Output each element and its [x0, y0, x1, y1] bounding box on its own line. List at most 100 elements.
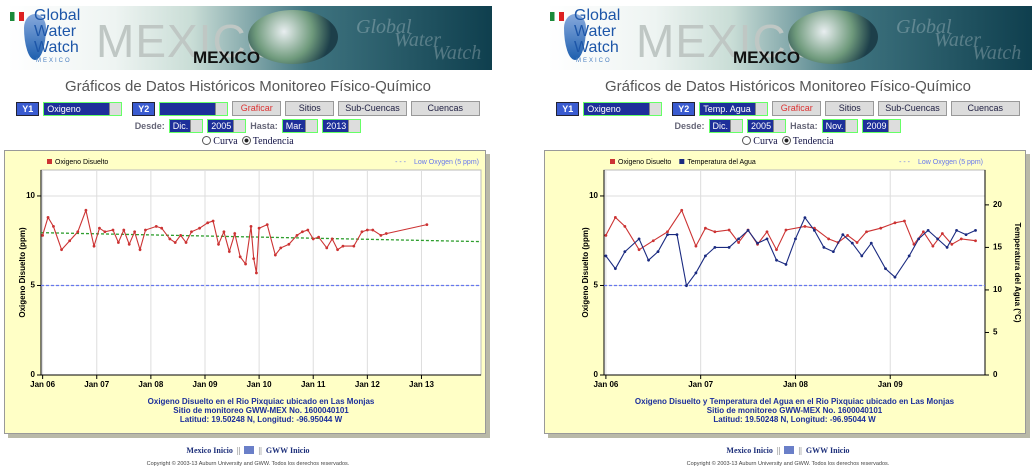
point	[331, 238, 334, 241]
point	[317, 236, 320, 239]
button[interactable]: Sub-Cuencas	[338, 101, 407, 116]
link[interactable]: Mexico Inicio	[726, 446, 772, 455]
legend-label: Oxigeno Disuelto	[55, 159, 108, 166]
button[interactable]: Graficar	[772, 101, 821, 116]
point	[927, 229, 930, 232]
radio-dot	[742, 136, 751, 145]
point	[279, 246, 282, 249]
caption: Latitud: 19.50248 N, Longitud: -96.95044…	[713, 415, 876, 424]
link[interactable]: GWW Inicio	[806, 446, 850, 455]
point	[865, 230, 868, 233]
point	[832, 250, 835, 253]
button[interactable]: Cuencas	[951, 101, 1020, 116]
month-select[interactable]: Mar.	[282, 119, 319, 133]
point	[666, 233, 669, 236]
point	[903, 220, 906, 223]
chart: 0510Jan 06Jan 07Jan 08Jan 09Jan 10Jan 11…	[4, 150, 492, 442]
link[interactable]: Mexico Inicio	[186, 446, 232, 455]
point	[846, 234, 849, 237]
point	[804, 216, 807, 219]
point	[103, 230, 106, 233]
button[interactable]: Cuencas	[411, 101, 480, 116]
legend-swatch	[47, 159, 52, 164]
hasta-label: Hasta:	[250, 121, 278, 131]
button[interactable]: Sitios	[285, 101, 334, 116]
caption: Latitud: 19.50248 N, Longitud: -96.95044…	[180, 415, 343, 424]
point	[680, 209, 683, 212]
x-tick-label: Jan 10	[247, 380, 272, 389]
button[interactable]: Sub-Cuencas	[878, 101, 947, 116]
point	[713, 246, 716, 249]
point	[614, 216, 617, 219]
point	[296, 234, 299, 237]
point	[822, 246, 825, 249]
caption: Oxigeno Disuelto y Temperatura del Agua …	[635, 397, 955, 406]
banner: GlobalWaterWatchMEXICOMEXICOMEXICOGlobal…	[548, 6, 1032, 70]
point	[352, 245, 355, 248]
month-select[interactable]: Dic.	[709, 119, 744, 133]
month-select[interactable]: Nov.	[822, 119, 859, 133]
point	[160, 227, 163, 230]
button[interactable]: Sitios	[825, 101, 874, 116]
radio-row: Curva Tendencia	[540, 136, 1036, 147]
point	[623, 225, 626, 228]
point	[955, 229, 958, 232]
point	[379, 234, 382, 237]
year-select[interactable]: 2005	[747, 119, 786, 133]
link[interactable]: GWW Inicio	[266, 446, 310, 455]
point	[908, 255, 911, 258]
legend-dashes: - - -	[395, 159, 407, 166]
point	[747, 229, 750, 232]
radio[interactable]: Tendencia	[242, 136, 294, 147]
point	[785, 263, 788, 266]
point	[274, 254, 277, 257]
y1-select[interactable]: Oxigeno	[583, 102, 662, 116]
point	[623, 250, 626, 253]
y1-label: Y1	[556, 102, 579, 116]
point	[244, 263, 247, 266]
controls-row: Y1OxigenoY2GraficarSitiosSub-CuencasCuen…	[0, 101, 496, 116]
point	[371, 229, 374, 232]
radio[interactable]: Curva	[202, 136, 237, 147]
radio-label: Curva	[753, 136, 777, 147]
point	[47, 216, 50, 219]
copyright: Copyright © 2003-13 Auburn University an…	[540, 461, 1036, 467]
year-select[interactable]: 2005	[207, 119, 246, 133]
point	[827, 238, 830, 241]
point	[638, 248, 641, 251]
radio[interactable]: Curva	[742, 136, 777, 147]
legend-reference: Low Oxygen (5 ppm)	[414, 159, 479, 166]
plot-area	[604, 170, 985, 375]
point	[604, 255, 607, 258]
point	[960, 238, 963, 241]
x-tick-label: Jan 07	[84, 380, 109, 389]
point	[894, 221, 897, 224]
point	[785, 229, 788, 232]
year-select[interactable]: 2009	[862, 119, 901, 133]
y1-select[interactable]: Oxigeno	[43, 102, 122, 116]
plot-area	[41, 170, 481, 375]
year-select[interactable]: 2013	[322, 119, 361, 133]
button[interactable]: Graficar	[232, 101, 281, 116]
separator: ||	[777, 446, 781, 455]
y-tick-label: 10	[589, 191, 598, 200]
y2-select[interactable]	[159, 102, 228, 116]
flag	[550, 12, 564, 21]
month-select[interactable]: Dic.	[169, 119, 204, 133]
point	[98, 227, 101, 230]
point	[794, 238, 797, 241]
x-tick-label: Jan 13	[409, 380, 434, 389]
icon	[784, 446, 794, 454]
point	[190, 230, 193, 233]
y2-tick-label: 5	[993, 328, 998, 337]
y2-select[interactable]: Temp. Agua	[699, 102, 768, 116]
point	[728, 229, 731, 232]
point	[775, 259, 778, 262]
y1-label: Y1	[16, 102, 39, 116]
point	[228, 250, 231, 253]
y-tick-label: 0	[31, 370, 36, 379]
radio[interactable]: Tendencia	[782, 136, 834, 147]
logo-text: Water	[574, 24, 616, 40]
x-tick-label: Jan 07	[688, 380, 713, 389]
